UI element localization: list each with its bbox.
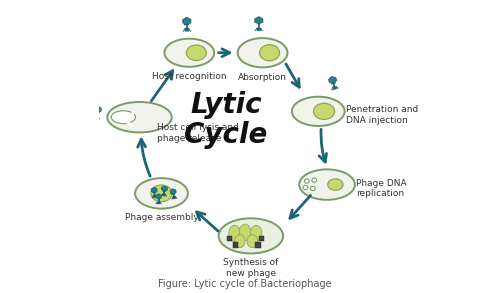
Polygon shape bbox=[185, 28, 189, 29]
Polygon shape bbox=[161, 186, 168, 191]
Polygon shape bbox=[331, 82, 336, 84]
Polygon shape bbox=[88, 119, 92, 120]
Polygon shape bbox=[95, 115, 98, 117]
Polygon shape bbox=[152, 192, 156, 193]
FancyBboxPatch shape bbox=[233, 242, 238, 248]
Polygon shape bbox=[162, 194, 166, 195]
Ellipse shape bbox=[328, 179, 343, 190]
Polygon shape bbox=[256, 23, 261, 25]
Ellipse shape bbox=[239, 224, 251, 241]
Text: Penetration and
DNA injection: Penetration and DNA injection bbox=[346, 105, 418, 125]
Text: Host recognition: Host recognition bbox=[152, 72, 227, 81]
Ellipse shape bbox=[292, 97, 344, 126]
Ellipse shape bbox=[186, 45, 206, 60]
Ellipse shape bbox=[135, 178, 188, 209]
Ellipse shape bbox=[260, 45, 279, 61]
Ellipse shape bbox=[314, 103, 335, 120]
Polygon shape bbox=[163, 191, 166, 192]
Text: Phage assembly: Phage assembly bbox=[124, 213, 198, 222]
Ellipse shape bbox=[219, 218, 283, 253]
Ellipse shape bbox=[165, 39, 214, 67]
Polygon shape bbox=[91, 128, 95, 129]
Polygon shape bbox=[183, 17, 191, 24]
Polygon shape bbox=[153, 195, 156, 196]
Polygon shape bbox=[94, 106, 101, 112]
FancyBboxPatch shape bbox=[259, 236, 264, 241]
Polygon shape bbox=[172, 196, 176, 197]
Ellipse shape bbox=[238, 38, 288, 67]
FancyBboxPatch shape bbox=[227, 236, 232, 241]
Polygon shape bbox=[88, 123, 92, 124]
Text: Figure: Lytic cycle of Bacteriophage: Figure: Lytic cycle of Bacteriophage bbox=[158, 279, 332, 289]
FancyBboxPatch shape bbox=[255, 242, 261, 248]
Text: Phage DNA
replication: Phage DNA replication bbox=[356, 179, 406, 198]
Polygon shape bbox=[86, 113, 93, 119]
Ellipse shape bbox=[310, 186, 315, 190]
Polygon shape bbox=[255, 17, 263, 23]
Ellipse shape bbox=[111, 111, 136, 124]
Ellipse shape bbox=[312, 178, 317, 182]
Ellipse shape bbox=[107, 102, 172, 132]
Polygon shape bbox=[89, 122, 97, 128]
Text: Absorption: Absorption bbox=[238, 73, 287, 82]
Polygon shape bbox=[170, 189, 176, 194]
Polygon shape bbox=[95, 112, 99, 113]
Ellipse shape bbox=[151, 185, 172, 202]
Ellipse shape bbox=[247, 235, 258, 248]
Text: Synthesis of
new phage: Synthesis of new phage bbox=[223, 258, 278, 277]
Ellipse shape bbox=[229, 225, 241, 242]
Polygon shape bbox=[184, 24, 189, 25]
Polygon shape bbox=[332, 86, 337, 88]
Polygon shape bbox=[156, 194, 162, 199]
Polygon shape bbox=[328, 76, 337, 83]
Polygon shape bbox=[151, 187, 157, 192]
Polygon shape bbox=[172, 193, 175, 195]
Ellipse shape bbox=[303, 185, 308, 190]
Ellipse shape bbox=[234, 235, 245, 248]
Ellipse shape bbox=[250, 225, 262, 242]
Text: Lytic
Cycle: Lytic Cycle bbox=[184, 91, 268, 149]
Ellipse shape bbox=[299, 169, 355, 200]
Ellipse shape bbox=[304, 179, 309, 183]
Text: Host cell lysis and
phage release: Host cell lysis and phage release bbox=[156, 123, 239, 143]
